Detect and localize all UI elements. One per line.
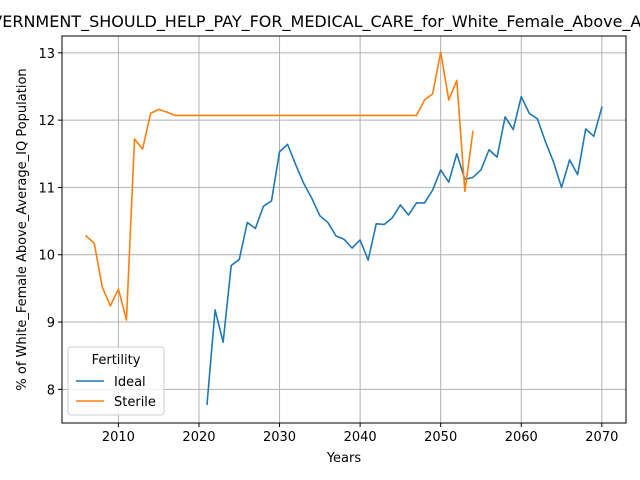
legend-label-ideal: Ideal bbox=[114, 375, 146, 390]
grid-lines bbox=[62, 36, 626, 423]
y-tick-label: 12 bbox=[38, 114, 55, 129]
y-axis-ticks: 8 9 10 11 12 13 bbox=[38, 47, 62, 398]
y-tick-label: 13 bbox=[38, 47, 55, 62]
x-tick-label: 2040 bbox=[344, 430, 377, 445]
plot-frame bbox=[61, 35, 627, 424]
legend-label-sterile: Sterile bbox=[114, 395, 156, 410]
x-tick-label: 2010 bbox=[102, 430, 135, 445]
x-tick-label: 2050 bbox=[424, 430, 457, 445]
x-tick-label: 2030 bbox=[263, 430, 296, 445]
legend: Fertility Ideal Sterile bbox=[67, 346, 165, 416]
x-tick-label: 2060 bbox=[505, 430, 538, 445]
x-axis-ticks: 2010 2020 2030 2040 2050 2060 2070 bbox=[102, 423, 618, 445]
series-line-sterile bbox=[85, 51, 474, 321]
legend-box bbox=[67, 346, 165, 416]
series-line-ideal bbox=[206, 95, 603, 406]
y-tick-label: 9 bbox=[47, 316, 55, 331]
y-tick-label: 10 bbox=[38, 249, 55, 264]
y-tick-label: 11 bbox=[38, 181, 55, 196]
y-axis-label: % of White_Female Above_Average_IQ Popul… bbox=[15, 68, 30, 390]
x-axis-label: Years bbox=[326, 451, 362, 466]
chart-title: GOVERNMENT_SHOULD_HELP_PAY_FOR_MEDICAL_C… bbox=[0, 12, 640, 32]
x-tick-label: 2070 bbox=[585, 430, 618, 445]
legend-title: Fertility bbox=[92, 353, 141, 368]
x-tick-label: 2020 bbox=[182, 430, 215, 445]
y-tick-label: 8 bbox=[47, 383, 55, 398]
legend-items: Ideal Sterile bbox=[76, 375, 156, 410]
series-layer bbox=[85, 51, 603, 406]
